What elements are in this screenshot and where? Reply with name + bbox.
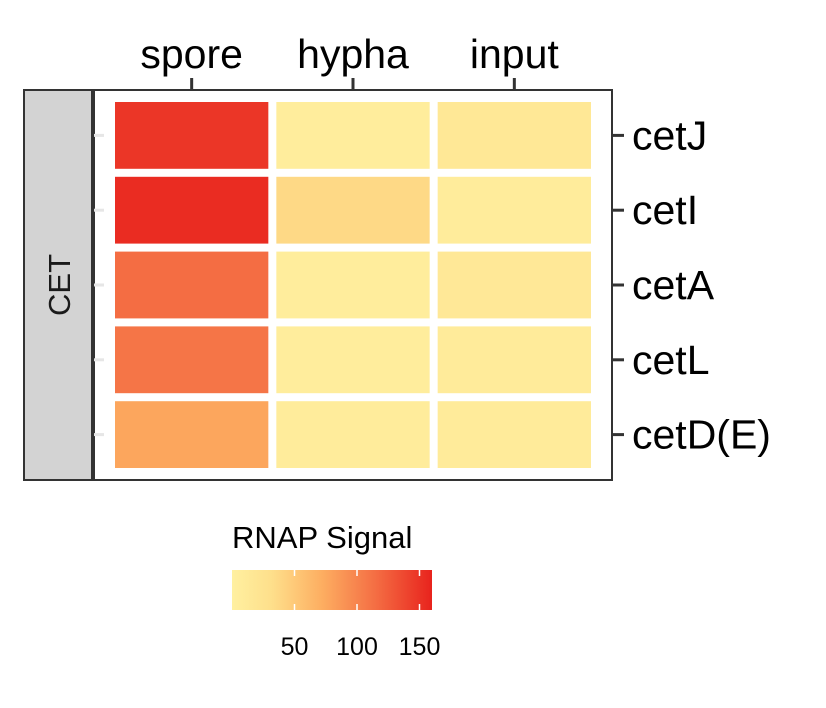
- row-labels: cetJ cetI cetA cetL cetD(E): [612, 112, 771, 458]
- column-labels: spore hypha input: [140, 31, 559, 90]
- heatmap-cell: [115, 251, 269, 319]
- heatmap-cell: [115, 176, 269, 244]
- facet-label: CET: [42, 254, 77, 316]
- column-label: spore: [140, 31, 243, 77]
- column-label: hypha: [297, 31, 409, 77]
- heatmap-cell: [437, 401, 591, 468]
- legend-tick-label: 100: [336, 633, 378, 661]
- legend-tick-label: 50: [281, 633, 309, 661]
- heatmap-cell: [276, 401, 430, 468]
- heatmap-cell: [276, 176, 430, 244]
- legend-tick-label: 150: [399, 633, 441, 661]
- legend-title: RNAP Signal: [232, 520, 412, 555]
- row-label: cetA: [632, 262, 715, 308]
- heatmap-cells: [94, 102, 591, 468]
- facet-strip: [23, 89, 93, 481]
- heatmap-cell: [276, 326, 430, 394]
- heatmap-cell: [115, 102, 269, 169]
- heatmap-cell: [437, 176, 591, 244]
- row-label: cetL: [632, 337, 710, 383]
- row-label: cetJ: [632, 112, 707, 158]
- row-label: cetD(E): [632, 412, 771, 458]
- legend-ticks: 50 100 150: [281, 570, 441, 661]
- heatmap-cell: [437, 251, 591, 319]
- column-label: input: [470, 31, 560, 77]
- heatmap-cell: [276, 251, 430, 319]
- heatmap-cell: [437, 326, 591, 394]
- heatmap-cell: [115, 326, 269, 394]
- heatmap-cell: [437, 102, 591, 169]
- heatmap-cell: [276, 102, 430, 169]
- heatmap-cell: [115, 401, 269, 468]
- row-label: cetI: [632, 187, 698, 233]
- legend-colorbar: [232, 570, 432, 610]
